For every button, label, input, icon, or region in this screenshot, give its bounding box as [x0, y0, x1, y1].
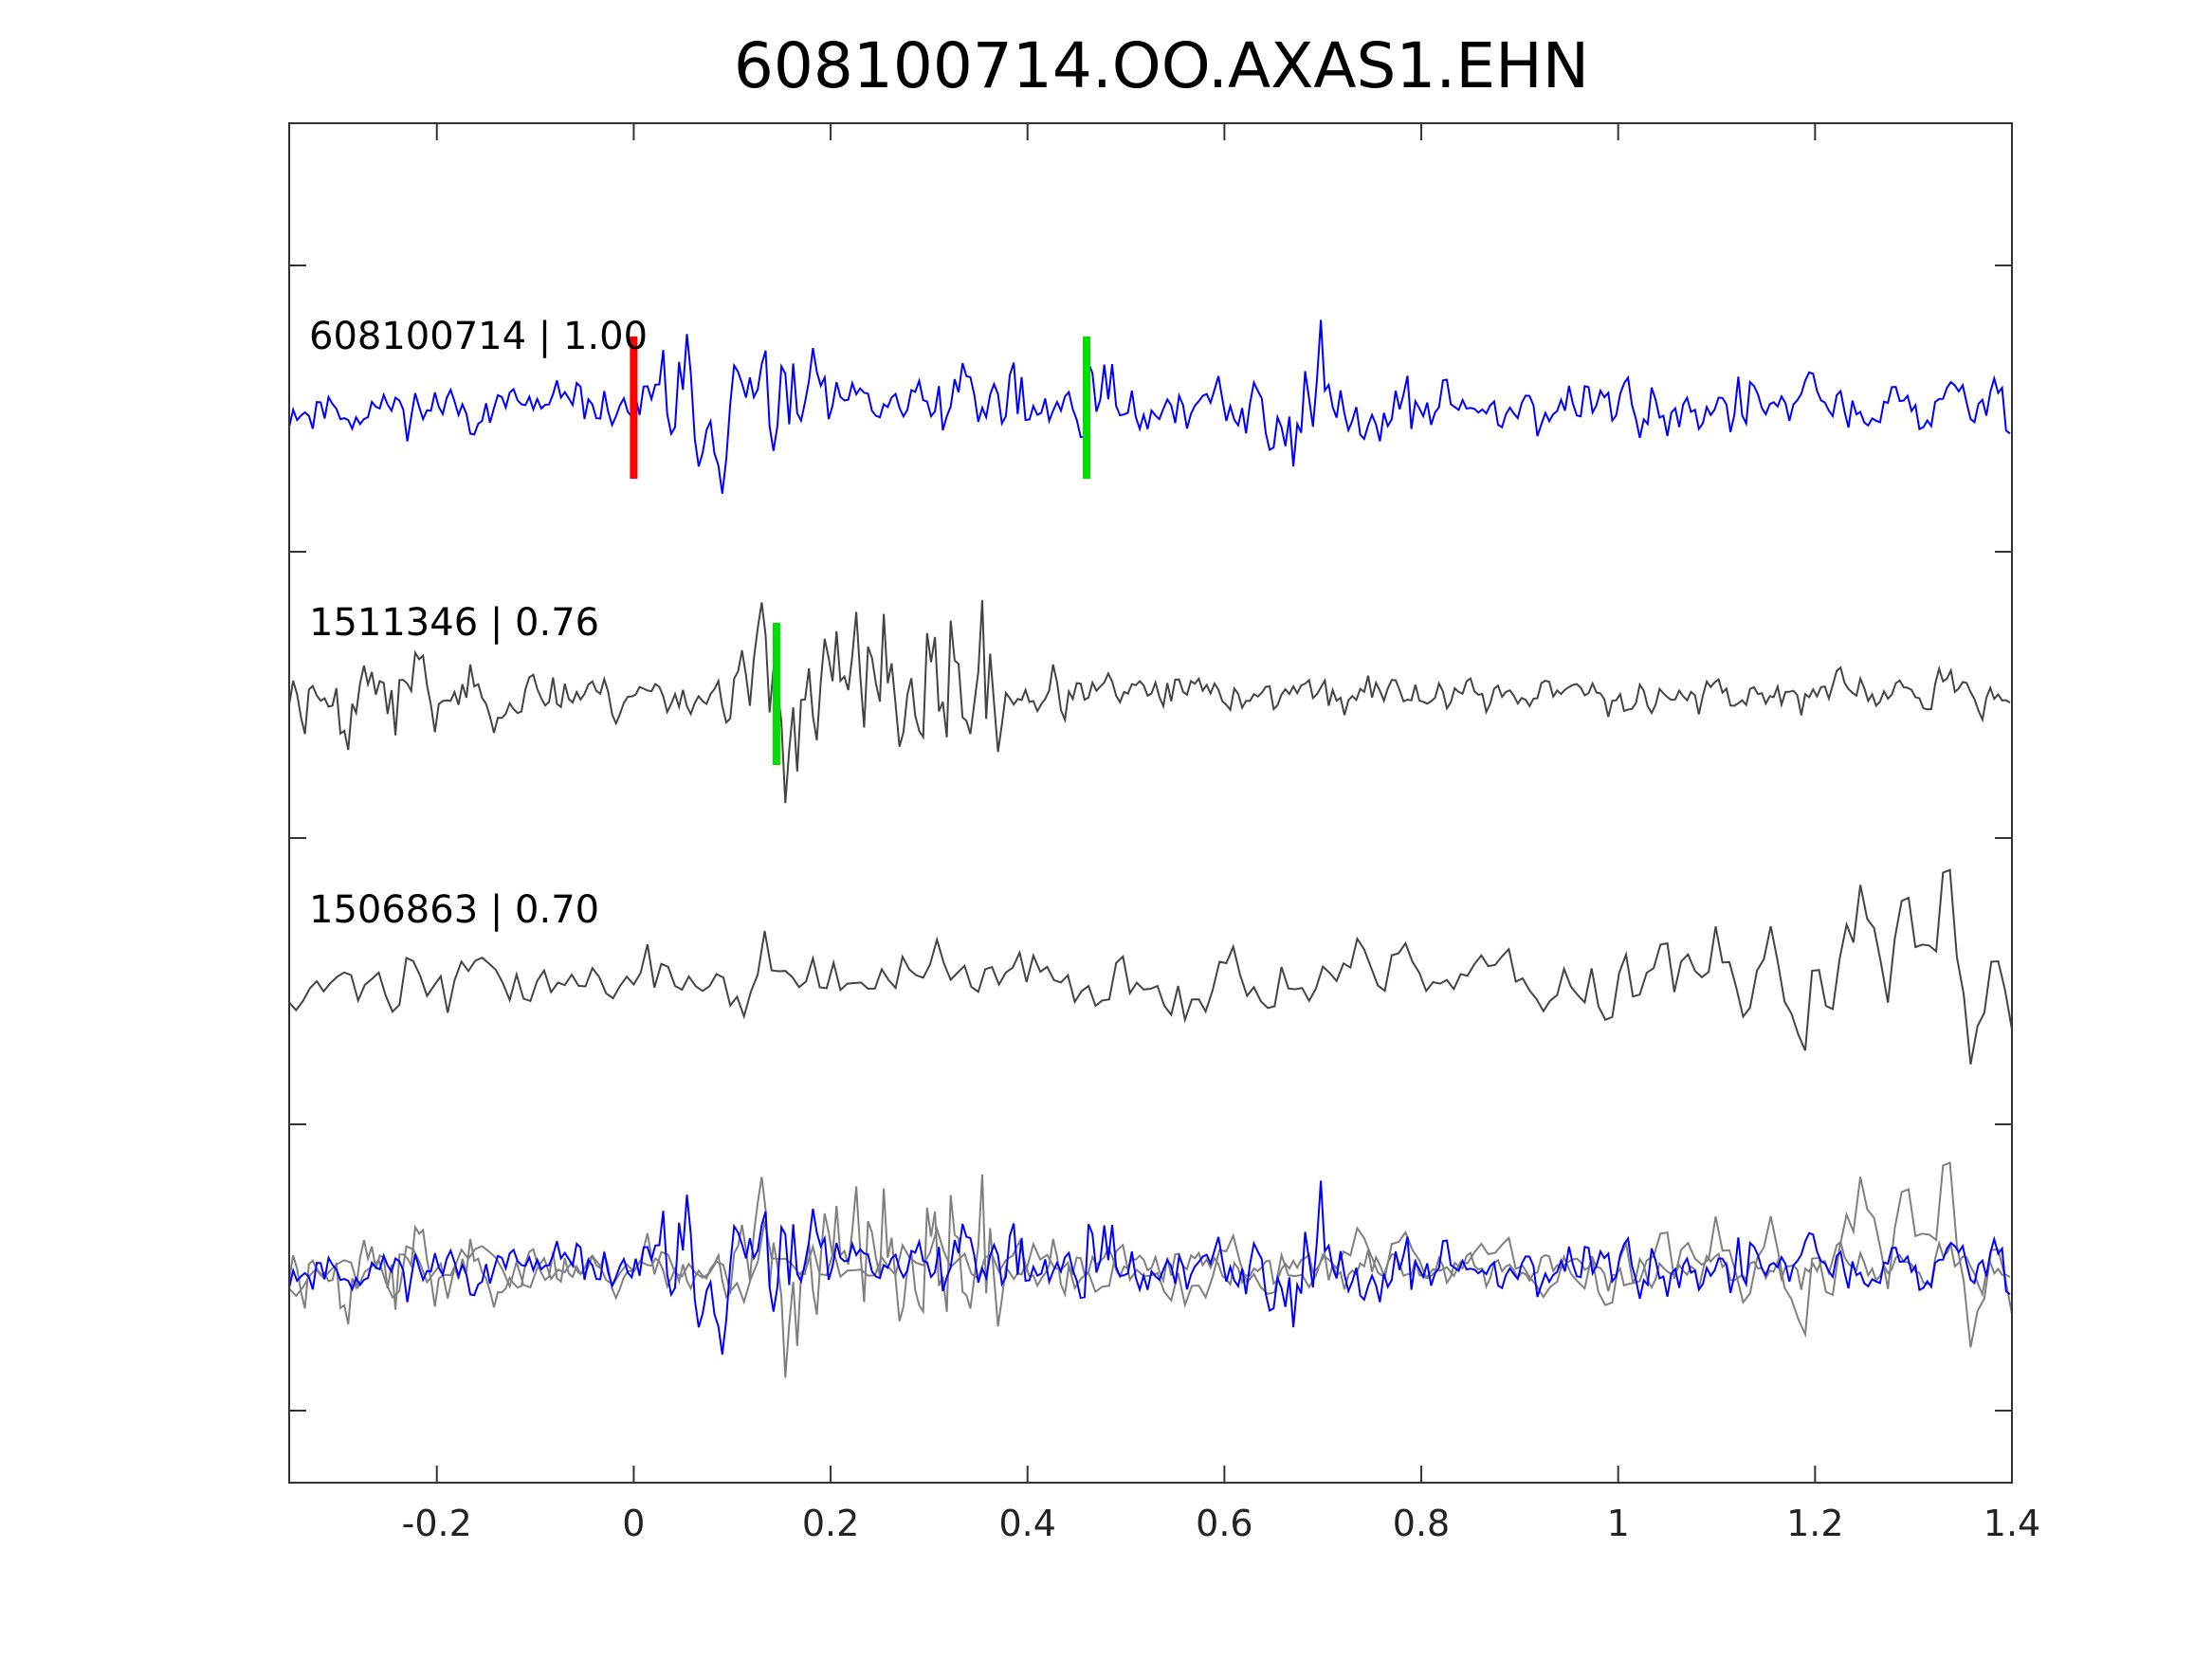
x-tick-label: 0 [622, 1503, 645, 1544]
x-tick-label: 1.2 [1786, 1503, 1843, 1544]
x-tick-label: -0.2 [402, 1503, 472, 1544]
overlay-trace-1-line [288, 1180, 2011, 1355]
trace-label: 608100714 | 1.00 [309, 315, 648, 358]
chart-title: 608100714.OO.AXAS1.EHN [734, 29, 1589, 102]
trace-label: 1506863 | 0.70 [309, 888, 599, 932]
trace-label: 1511346 | 0.76 [309, 601, 599, 645]
x-tick-label: 0.4 [998, 1503, 1055, 1544]
trace-1-line [288, 319, 2011, 494]
picks-group [630, 337, 1091, 765]
overlay-trace-2-line [288, 1174, 2011, 1378]
plot-frame [288, 122, 2013, 1484]
trace-2-line [288, 599, 2011, 804]
y-ticks-group [289, 264, 2012, 1412]
trace-3-line [288, 868, 2013, 1065]
x-tick-label: 1 [1607, 1503, 1630, 1544]
x-tick-label: 0.8 [1393, 1503, 1450, 1544]
traces-group [288, 319, 2013, 1378]
x-tick-label: 1.4 [1983, 1503, 2040, 1544]
x-tick-label: 0.2 [802, 1503, 859, 1544]
trace-labels-group: 608100714 | 1.00 1511346 | 0.76 1506863 | … [309, 315, 648, 932]
x-ticks-group: -0.2 0 0.2 0.4 0.6 0.8 1 1.2 1.4 [402, 123, 2040, 1544]
x-tick-label: 0.6 [1196, 1503, 1252, 1544]
